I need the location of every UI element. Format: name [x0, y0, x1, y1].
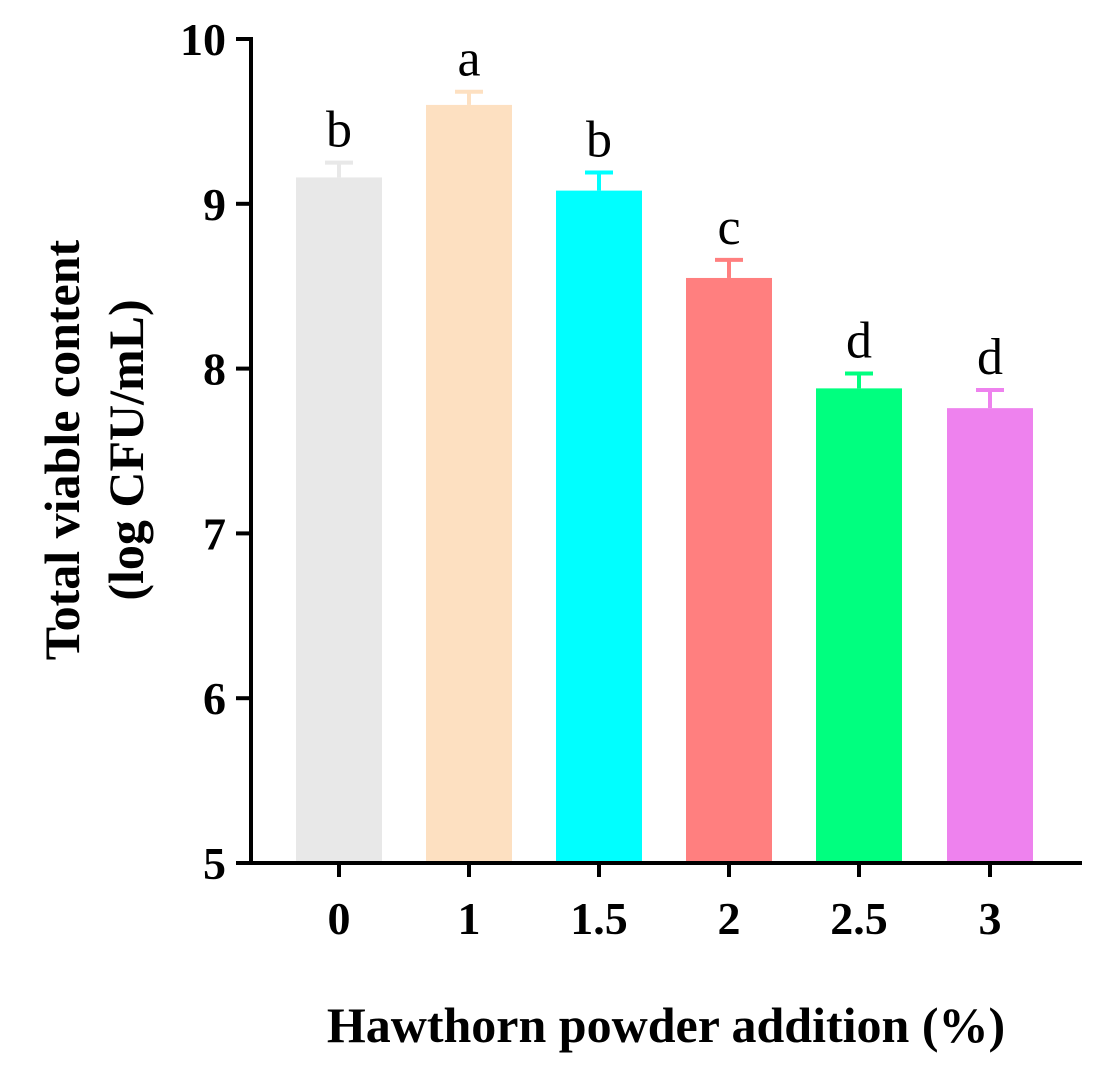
significance-letter-0: b — [326, 102, 352, 159]
x-tick-label-0: 0 — [328, 893, 351, 944]
y-tick-label-10: 10 — [180, 14, 226, 65]
x-tick-label-2: 2 — [718, 893, 741, 944]
x-tick-label-1: 1 — [458, 893, 481, 944]
significance-letter-1: a — [457, 31, 480, 88]
x-ticks: 0 1 1.5 2 2.5 3 — [328, 863, 1002, 944]
y-axis-title-line2: (log CFU/mL) — [98, 299, 154, 600]
y-tick-label-8: 8 — [203, 344, 226, 395]
axes — [249, 37, 1082, 865]
bar-0 — [296, 177, 382, 863]
y-tick-label-5: 5 — [203, 838, 226, 889]
y-tick-label-6: 6 — [203, 673, 226, 724]
bar-1 — [426, 104, 512, 864]
significance-letters: b a b c d d — [326, 31, 1003, 386]
y-axis-title-line1: Total viable content — [34, 239, 90, 660]
significance-letter-3: d — [977, 329, 1003, 386]
x-tick-label-1.5: 1.5 — [570, 893, 628, 944]
y-tick-label-9: 9 — [203, 179, 226, 230]
bar-3 — [947, 408, 1033, 863]
bars — [296, 104, 1033, 864]
y-tick-label-7: 7 — [203, 508, 226, 559]
significance-letter-1.5: b — [586, 111, 612, 168]
x-tick-label-2.5: 2.5 — [830, 893, 888, 944]
error-bars — [325, 89, 1004, 409]
y-ticks: 5 6 7 8 9 10 — [180, 14, 251, 889]
bar-1.5 — [556, 190, 642, 864]
bar-2 — [686, 277, 772, 864]
significance-letter-2: c — [717, 199, 740, 256]
significance-letter-2.5: d — [846, 313, 872, 370]
x-tick-label-3: 3 — [979, 893, 1002, 944]
x-axis-title: Hawthorn powder addition (%) — [327, 997, 1005, 1053]
bar-2.5 — [816, 388, 902, 863]
